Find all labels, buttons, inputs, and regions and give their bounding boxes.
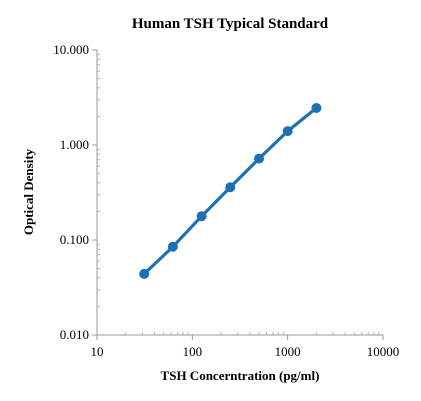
data-point [167, 241, 178, 252]
data-point [311, 103, 322, 113]
x-axis-label: TSH Concerntration (pg/ml) [161, 368, 320, 383]
data-point [225, 182, 236, 193]
x-tick-label: 1000 [275, 344, 301, 359]
y-tick-label: 1.000 [60, 137, 89, 152]
x-tick-label: 100 [183, 344, 203, 359]
y-axis-label: Optical Density [21, 148, 36, 235]
series-layer [139, 103, 322, 279]
ticks-layer [92, 49, 384, 340]
y-tick-label: 10.000 [53, 42, 89, 57]
x-tick-label: 10000 [367, 344, 400, 359]
tick-labels-layer: 0.010 0.100 1.000 10.000 10 100 1000 10000 [53, 42, 399, 359]
data-point [282, 126, 293, 137]
chart-title: Human TSH Typical Standard [132, 16, 329, 32]
data-point [196, 211, 207, 222]
x-tick-label: 10 [91, 344, 104, 359]
axes-layer [96, 50, 383, 336]
y-tick-label: 0.100 [60, 232, 89, 247]
data-point [254, 153, 264, 164]
data-point [139, 268, 150, 279]
y-tick-label: 0.010 [60, 327, 89, 342]
